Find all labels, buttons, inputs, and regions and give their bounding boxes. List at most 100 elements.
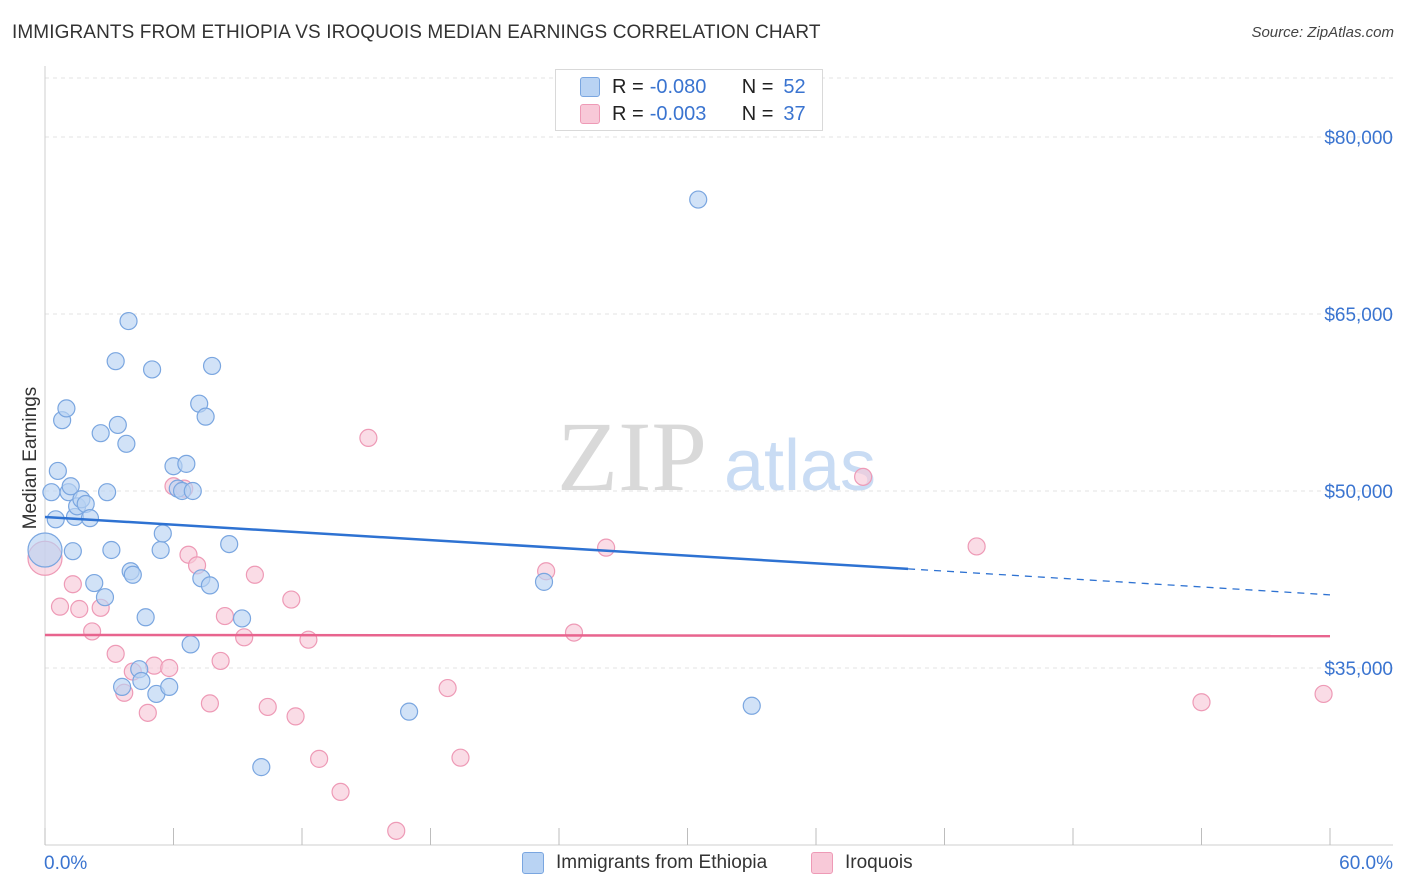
- ethiopia-point: [252, 758, 271, 777]
- ethiopia-point: [689, 190, 708, 209]
- bottom-legend-swatch-pink: [811, 852, 833, 874]
- ethiopia-point: [142, 360, 162, 379]
- iroquois-point: [310, 749, 329, 768]
- bottom-legend-label: Iroquois: [845, 852, 913, 873]
- y-tick-label: $80,000: [1324, 128, 1393, 149]
- ethiopia-point: [42, 483, 61, 502]
- ethiopia-trend-extension: [908, 568, 1331, 596]
- ethiopia-point: [160, 677, 179, 696]
- axes: [44, 66, 1393, 846]
- y-tick-label: $65,000: [1324, 305, 1393, 326]
- iroquois-point: [83, 622, 102, 641]
- chart-title: IMMIGRANTS FROM ETHIOPIA VS IROQUOIS MED…: [12, 22, 821, 43]
- iroquois-point: [359, 428, 378, 447]
- ethiopia-point: [742, 696, 761, 715]
- legend-n-label: N =: [741, 102, 774, 125]
- iroquois-point: [1314, 684, 1333, 704]
- legend-n-label: N =: [741, 75, 774, 98]
- ethiopia-point: [95, 588, 115, 607]
- iroquois-point: [70, 599, 89, 619]
- ethiopia-point: [183, 481, 202, 501]
- ethiopia-point: [106, 352, 125, 371]
- ethiopia-point: [132, 671, 151, 691]
- ethiopia-point: [61, 477, 80, 496]
- series-ethiopia-points: [27, 190, 761, 777]
- legend-row-iroquois: R = -0.003 N = 37: [580, 102, 806, 126]
- bottom-legend-swatch-blue: [522, 852, 544, 874]
- legend-swatch-pink: [580, 104, 600, 124]
- iroquois-point: [200, 694, 220, 713]
- iroquois-point: [331, 782, 350, 802]
- watermark-atlas: atlas: [724, 426, 876, 506]
- ethiopia-point: [91, 424, 110, 443]
- iroquois-point: [564, 623, 584, 642]
- ethiopia-point: [232, 609, 252, 628]
- legend-r-value: -0.080: [649, 75, 707, 98]
- legend-row-ethiopia: R = -0.080 N = 52: [580, 75, 806, 99]
- ethiopia-point: [85, 573, 104, 593]
- ethiopia-point: [48, 461, 67, 481]
- axis-labels: $35,000 $50,000 $65,000 $80,000 0.0% 60.0% Med…: [20, 128, 1393, 874]
- ethiopia-point: [177, 454, 196, 473]
- legend-r-value: -0.003: [649, 102, 707, 125]
- watermark: ZIP atlas: [557, 401, 876, 512]
- ethiopia-point: [63, 542, 82, 561]
- bottom-legend-iroquois: Iroquois: [811, 850, 913, 876]
- ethiopia-point: [151, 540, 170, 560]
- iroquois-point: [299, 630, 318, 649]
- ethiopia-point: [46, 510, 65, 529]
- iroquois-point: [245, 565, 264, 584]
- correlation-legend: R = -0.080 N = 52 R = -0.003 N = 37: [555, 69, 823, 131]
- ethiopia-point: [108, 415, 127, 435]
- iroquois-point: [854, 467, 873, 486]
- iroquois-point: [438, 678, 457, 698]
- legend-r-label: R =: [612, 75, 644, 98]
- ethiopia-point: [112, 677, 132, 696]
- ethiopia-point: [98, 483, 117, 502]
- ethiopia-point: [399, 702, 419, 721]
- bottom-legend-label: Immigrants from Ethiopia: [556, 852, 768, 873]
- ethiopia-point: [136, 608, 155, 627]
- iroquois-point: [967, 537, 986, 556]
- ethiopia-point: [200, 576, 220, 595]
- ethiopia-point: [119, 311, 138, 331]
- iroquois-point: [50, 597, 70, 616]
- iroquois-point: [63, 575, 82, 594]
- iroquois-point: [138, 703, 157, 722]
- x-tick-label-max: 60.0%: [1339, 853, 1393, 874]
- iroquois-point: [282, 590, 301, 609]
- ethiopia-point: [102, 540, 121, 560]
- iroquois-point: [106, 644, 125, 663]
- iroquois-point: [597, 538, 616, 557]
- iroquois-trend-line: [44, 633, 1331, 638]
- watermark-zip: ZIP: [557, 401, 707, 512]
- x-tick-label-min: 0.0%: [44, 853, 87, 874]
- iroquois-point: [235, 628, 254, 647]
- ethiopia-point: [181, 635, 200, 654]
- legend-n-value: 52: [783, 75, 806, 98]
- ethiopia-point: [27, 532, 63, 568]
- iroquois-point: [215, 606, 234, 626]
- legend-n-value: 37: [783, 102, 806, 125]
- ethiopia-point: [202, 356, 222, 376]
- legend-r-label: R =: [612, 102, 644, 125]
- ethiopia-point: [123, 565, 142, 584]
- ethiopia-point: [220, 534, 239, 554]
- ethiopia-point: [534, 572, 554, 591]
- ethiopia-point: [196, 407, 215, 426]
- bottom-legend-ethiopia: Immigrants from Ethiopia: [522, 850, 767, 876]
- ethiopia-point: [153, 524, 172, 543]
- ethiopia-trend-line: [44, 515, 909, 571]
- y-tick-label: $35,000: [1324, 659, 1393, 680]
- iroquois-point: [387, 821, 406, 840]
- trend-lines: [44, 515, 1331, 638]
- iroquois-point: [258, 697, 277, 717]
- source-label: Source: ZipAtlas.com: [1251, 24, 1394, 41]
- iroquois-point: [286, 707, 305, 726]
- y-tick-label: $50,000: [1324, 482, 1393, 503]
- iroquois-point: [160, 658, 179, 678]
- iroquois-point: [1192, 693, 1211, 712]
- iroquois-point: [211, 651, 230, 671]
- y-axis-title: Median Earnings: [20, 387, 41, 530]
